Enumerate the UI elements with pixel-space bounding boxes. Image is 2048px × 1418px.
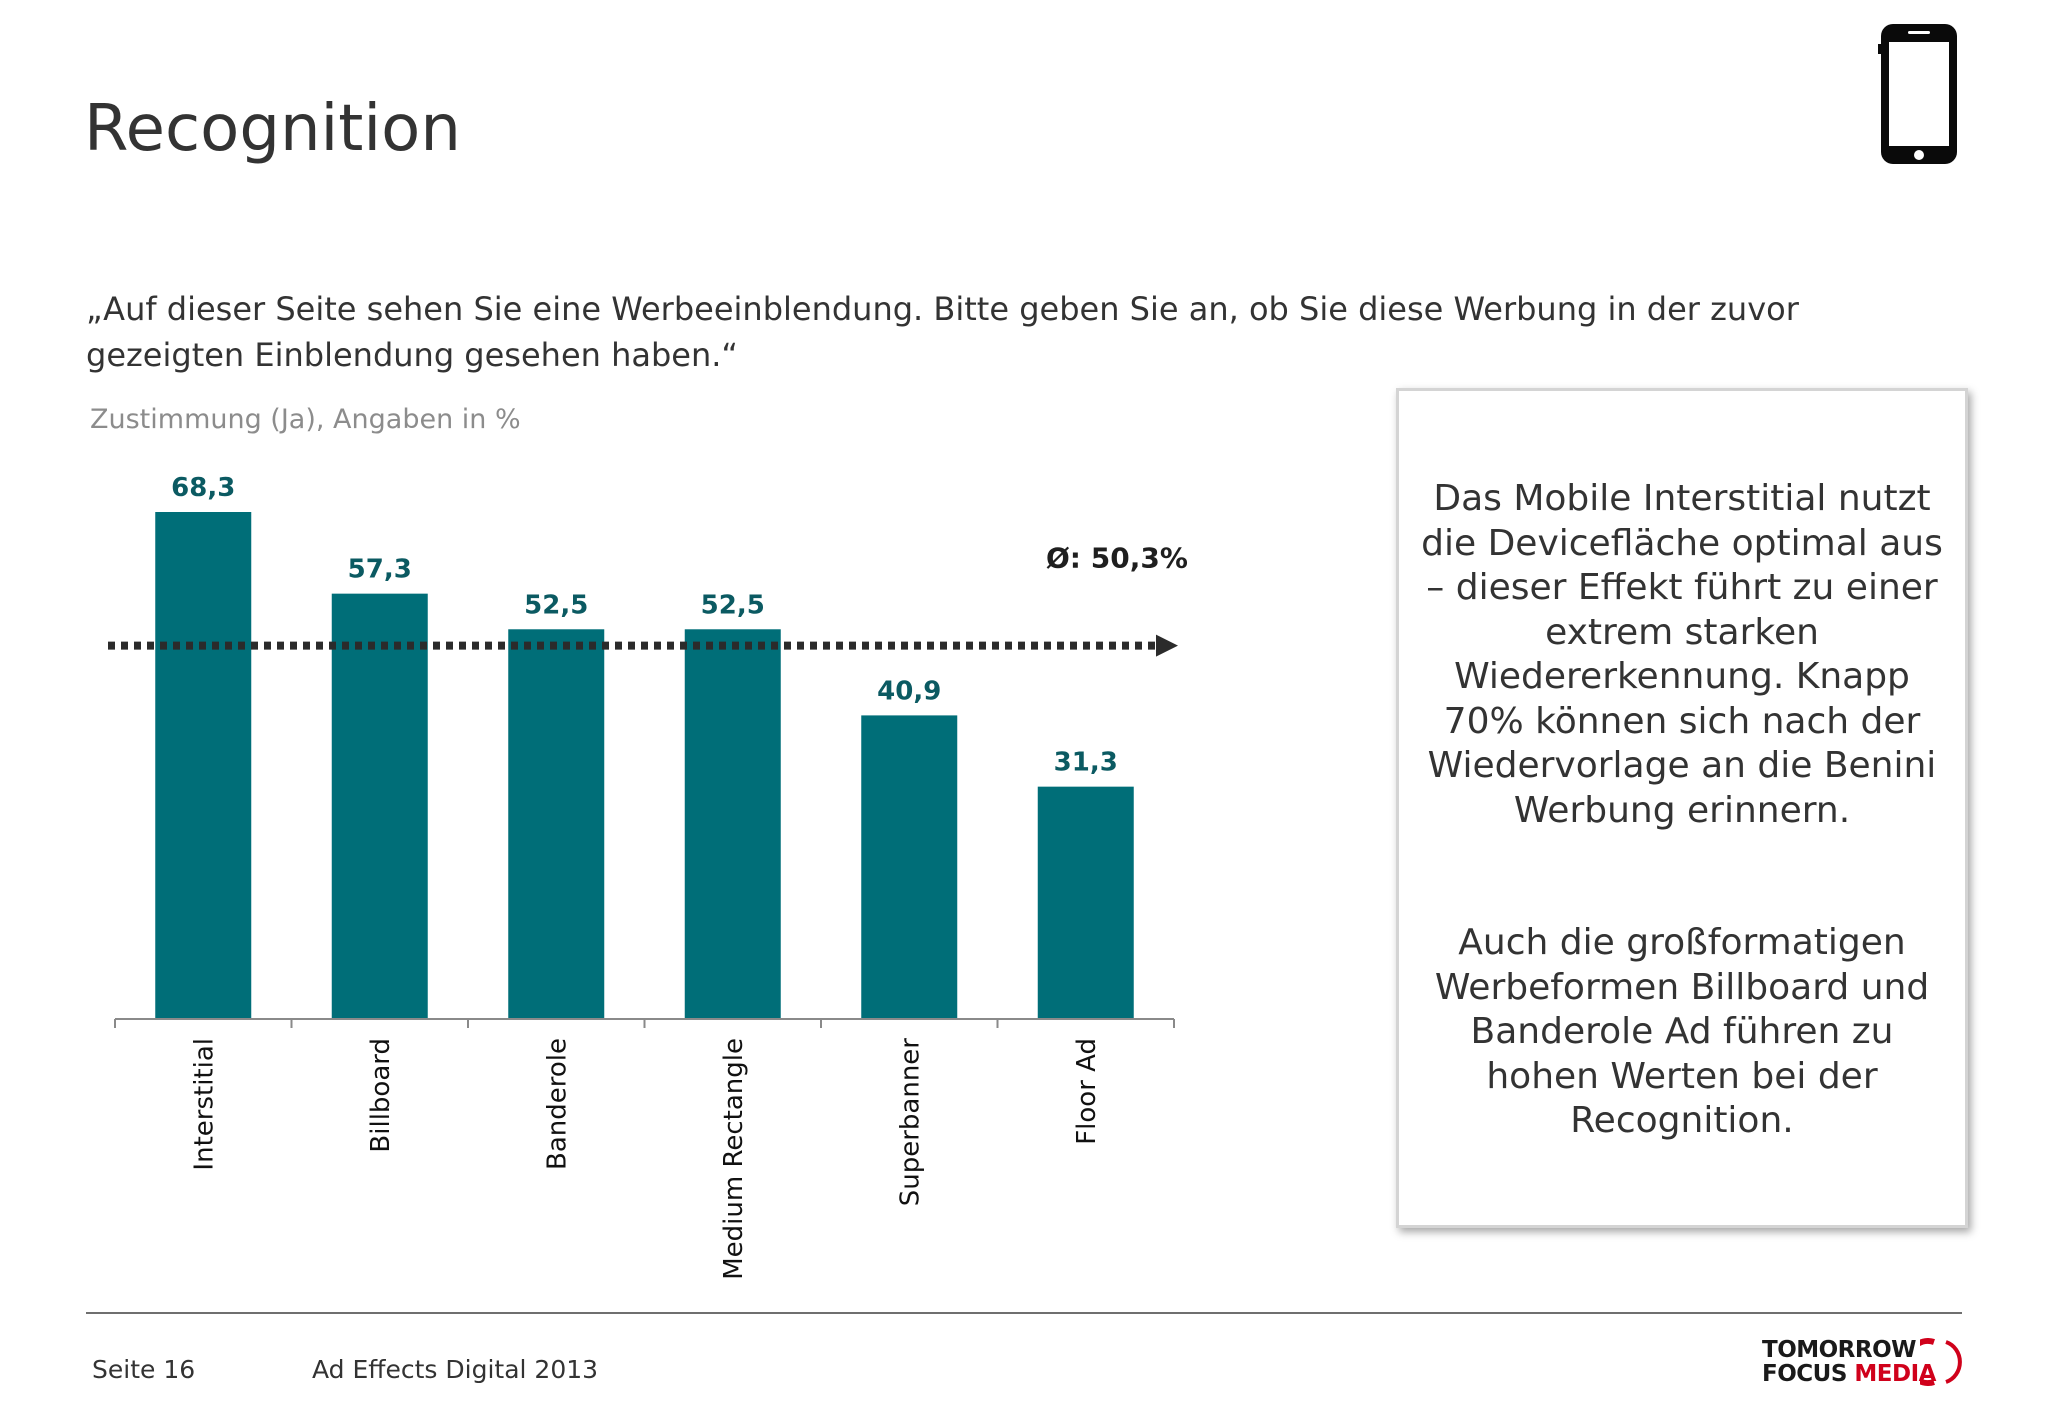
bar bbox=[684, 629, 781, 1019]
category-label: Floor Ad bbox=[1072, 1038, 1102, 1145]
category-label: Interstitial bbox=[189, 1038, 219, 1171]
page-title: Recognition bbox=[84, 92, 461, 166]
callout-box: Das Mobile Interstitial nutzt die Device… bbox=[1396, 388, 1968, 1228]
category-label: Banderole bbox=[542, 1038, 572, 1170]
survey-question: „Auf dieser Seite sehen Sie eine Werbeei… bbox=[86, 290, 1799, 374]
company-logo: TOMORROW FOCUS MEDIA bbox=[1762, 1338, 1962, 1394]
category-label: Medium Rectangle bbox=[719, 1038, 749, 1280]
average-label: Ø: 50,3% bbox=[1046, 542, 1188, 575]
logo-mark-icon bbox=[1920, 1338, 1962, 1386]
bar-value-label: 57,3 bbox=[348, 555, 412, 585]
bar-chart: 68,3 Interstitial 57,3 Billboard 52,5 Bandero… bbox=[108, 473, 1188, 1280]
bar-value-label: 31,3 bbox=[1054, 748, 1118, 778]
callout-paragraph-1: Das Mobile Interstitial nutzt die Device… bbox=[1421, 478, 1943, 831]
bar-value-label: 52,5 bbox=[701, 590, 765, 620]
page-number: Seite 16 bbox=[92, 1355, 196, 1384]
category-label: Superbanner bbox=[895, 1038, 925, 1207]
report-name: Ad Effects Digital 2013 bbox=[312, 1355, 599, 1384]
bar-value-label: 68,3 bbox=[171, 473, 235, 503]
bar bbox=[155, 512, 252, 1019]
smartphone-icon bbox=[1878, 24, 1957, 164]
bar bbox=[1037, 786, 1134, 1019]
bar-value-label: 52,5 bbox=[524, 590, 588, 620]
bar bbox=[331, 593, 428, 1019]
bar bbox=[861, 715, 958, 1019]
bar-value-label: 40,9 bbox=[877, 676, 941, 706]
callout-paragraph-2: Auch die großformatigen Werbeformen Bill… bbox=[1434, 922, 1930, 1141]
logo-text-focus: FOCUS bbox=[1762, 1361, 1855, 1387]
category-label: Billboard bbox=[366, 1038, 396, 1153]
logo-text-line2: FOCUS MEDIA bbox=[1762, 1362, 1936, 1386]
footer-divider bbox=[86, 1312, 1962, 1314]
bar bbox=[508, 629, 605, 1019]
average-arrowhead bbox=[1156, 634, 1178, 657]
logo-text-line1: TOMORROW bbox=[1762, 1337, 1917, 1363]
chart-subtitle: Zustimmung (Ja), Angaben in % bbox=[90, 404, 521, 435]
